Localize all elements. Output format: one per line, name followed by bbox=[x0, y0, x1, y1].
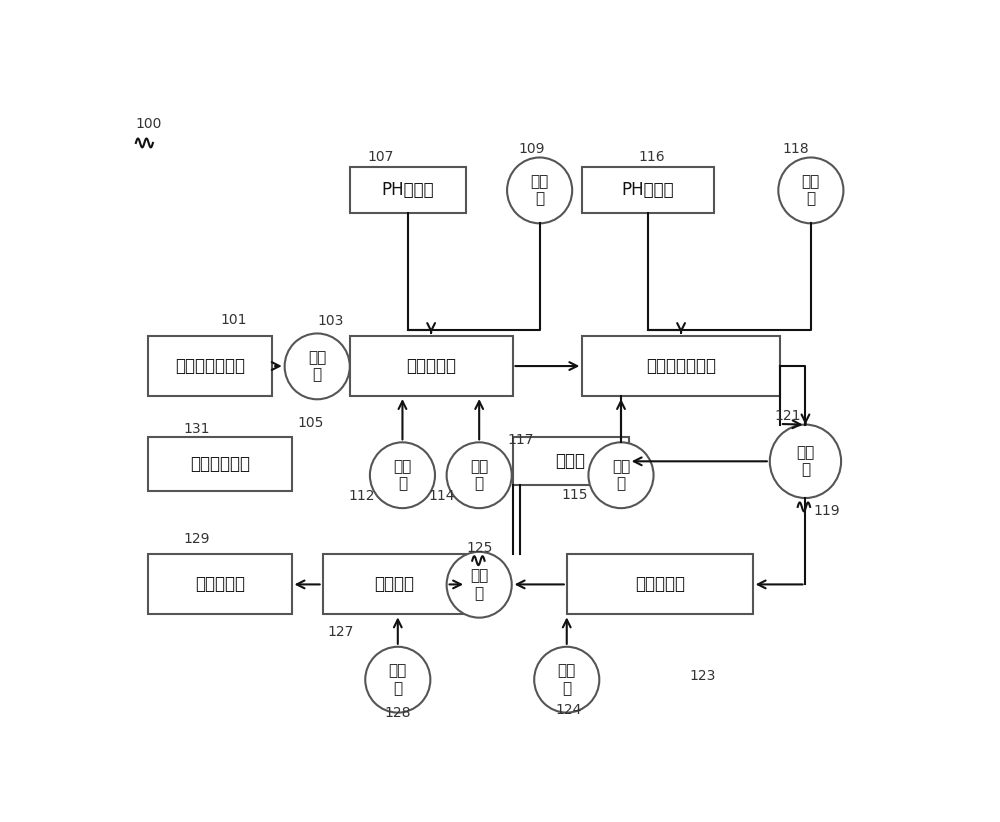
Text: 一级反应沉淠池: 一级反应沉淠池 bbox=[646, 357, 716, 375]
Text: 加药
泵: 加药 泵 bbox=[802, 174, 820, 206]
Text: 117: 117 bbox=[507, 433, 534, 447]
Ellipse shape bbox=[447, 442, 512, 508]
Text: 提升
泵: 提升 泵 bbox=[470, 569, 488, 601]
Text: 加药
泵: 加药 泵 bbox=[470, 459, 488, 492]
Text: 121: 121 bbox=[774, 409, 801, 423]
Ellipse shape bbox=[770, 425, 841, 498]
FancyBboxPatch shape bbox=[512, 437, 629, 485]
FancyBboxPatch shape bbox=[148, 336, 272, 396]
Text: 提升
泵: 提升 泵 bbox=[308, 350, 326, 382]
Text: 加药
泵: 加药 泵 bbox=[612, 459, 630, 492]
Text: 103: 103 bbox=[317, 315, 344, 329]
Text: 反洗
泵: 反洗 泵 bbox=[389, 663, 407, 696]
Text: 109: 109 bbox=[519, 142, 545, 156]
FancyBboxPatch shape bbox=[323, 554, 466, 615]
Text: 107: 107 bbox=[368, 150, 394, 164]
FancyBboxPatch shape bbox=[148, 437, 292, 491]
FancyBboxPatch shape bbox=[350, 167, 466, 213]
Text: 气膜
泵: 气膜 泵 bbox=[796, 446, 815, 478]
Ellipse shape bbox=[370, 442, 435, 508]
Ellipse shape bbox=[285, 334, 350, 399]
Ellipse shape bbox=[365, 647, 430, 713]
Ellipse shape bbox=[588, 442, 654, 508]
Text: 过滤系统: 过滤系统 bbox=[374, 575, 414, 593]
Text: 123: 123 bbox=[689, 669, 716, 683]
Text: 127: 127 bbox=[327, 625, 354, 639]
FancyBboxPatch shape bbox=[148, 554, 292, 615]
Text: 124: 124 bbox=[555, 703, 581, 717]
FancyBboxPatch shape bbox=[350, 336, 512, 396]
Text: 含镖废水收集池: 含镖废水收集池 bbox=[175, 357, 245, 375]
Text: 125: 125 bbox=[467, 541, 493, 555]
Text: 129: 129 bbox=[184, 532, 210, 546]
Ellipse shape bbox=[534, 647, 599, 713]
Ellipse shape bbox=[507, 158, 572, 224]
Text: 114: 114 bbox=[428, 489, 454, 503]
Text: 119: 119 bbox=[813, 505, 840, 519]
Text: 112: 112 bbox=[348, 489, 375, 503]
FancyBboxPatch shape bbox=[582, 336, 780, 396]
Text: 加药
泵: 加药 泵 bbox=[393, 459, 412, 492]
Text: 105: 105 bbox=[298, 416, 324, 430]
Text: 101: 101 bbox=[220, 313, 247, 327]
Text: 离子交换柱: 离子交换柱 bbox=[195, 575, 245, 593]
Text: 116: 116 bbox=[639, 150, 665, 164]
Ellipse shape bbox=[778, 158, 843, 224]
Text: PH控制器: PH控制器 bbox=[382, 181, 434, 199]
Text: 二级反应池: 二级反应池 bbox=[635, 575, 685, 593]
Text: 加药
泵: 加药 泵 bbox=[530, 174, 549, 206]
Text: 131: 131 bbox=[184, 422, 210, 436]
FancyBboxPatch shape bbox=[582, 167, 714, 213]
Text: 自动控制系统: 自动控制系统 bbox=[190, 455, 250, 473]
Text: 100: 100 bbox=[135, 117, 161, 131]
Text: 118: 118 bbox=[782, 142, 809, 156]
Text: PH控制器: PH控制器 bbox=[622, 181, 674, 199]
Text: 压滤机: 压滤机 bbox=[556, 452, 586, 470]
Text: 破络氧化池: 破络氧化池 bbox=[406, 357, 456, 375]
Ellipse shape bbox=[447, 552, 512, 617]
FancyBboxPatch shape bbox=[567, 554, 753, 615]
Text: 加药
泵: 加药 泵 bbox=[558, 663, 576, 696]
Text: 115: 115 bbox=[561, 488, 588, 502]
Text: 128: 128 bbox=[385, 705, 411, 719]
